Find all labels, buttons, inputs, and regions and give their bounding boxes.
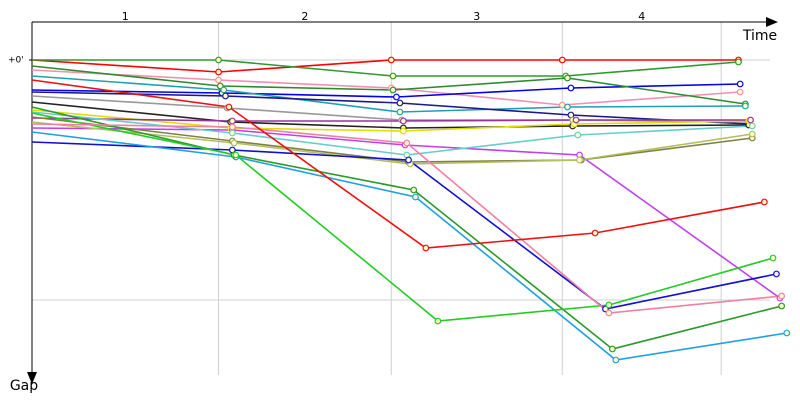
lap-label: 3 bbox=[473, 10, 480, 23]
lap-point bbox=[399, 127, 407, 135]
lap-point bbox=[225, 103, 233, 111]
y-axis-label: Gap bbox=[10, 378, 38, 394]
lap-label: 4 bbox=[638, 10, 645, 23]
lap-point bbox=[228, 123, 236, 131]
lap-label: 1 bbox=[122, 10, 129, 23]
gap-line bbox=[31, 141, 777, 310]
lap-point bbox=[576, 156, 583, 164]
lap-point bbox=[396, 99, 404, 107]
lap-point bbox=[747, 116, 754, 124]
lap-point bbox=[572, 116, 580, 124]
lap-point bbox=[783, 329, 791, 337]
lap-point bbox=[773, 270, 780, 278]
lap-point bbox=[612, 356, 620, 364]
gap-line bbox=[31, 65, 746, 105]
lap-point bbox=[736, 88, 744, 96]
lap-point bbox=[434, 317, 442, 325]
lap-point bbox=[748, 130, 756, 138]
lap-point bbox=[230, 139, 238, 147]
lap-point bbox=[608, 345, 616, 353]
lap-point bbox=[399, 117, 407, 125]
lap-point bbox=[232, 151, 240, 159]
lap-point bbox=[558, 56, 566, 64]
lap-point bbox=[215, 56, 222, 64]
lap-point bbox=[778, 302, 786, 310]
y-tick-label: +0' bbox=[8, 56, 24, 66]
lap-point bbox=[769, 254, 777, 262]
lap-point bbox=[228, 117, 236, 125]
lap-point bbox=[393, 93, 400, 101]
lap-point bbox=[222, 92, 229, 100]
lap-point bbox=[567, 84, 575, 92]
lap-point bbox=[405, 156, 412, 164]
lap-point bbox=[591, 229, 599, 237]
lap-point bbox=[778, 292, 786, 300]
lap-point bbox=[228, 129, 236, 137]
lap-point bbox=[403, 139, 411, 147]
lap-point bbox=[387, 56, 395, 64]
lap-point bbox=[410, 186, 418, 194]
lap-point bbox=[605, 309, 613, 317]
lap-point bbox=[760, 198, 768, 206]
lap-point bbox=[220, 86, 228, 94]
lap-point bbox=[389, 86, 397, 94]
lap-point bbox=[741, 102, 749, 110]
lap-point bbox=[605, 301, 613, 309]
gap-line bbox=[32, 59, 739, 77]
lap-point bbox=[396, 108, 404, 116]
lap-point bbox=[412, 193, 419, 201]
lap-point bbox=[748, 122, 756, 130]
lap-point bbox=[389, 72, 397, 80]
lap-point bbox=[735, 58, 742, 66]
x-axis-arrow bbox=[766, 17, 778, 27]
lap-label: 2 bbox=[301, 10, 308, 23]
lap-point bbox=[215, 68, 222, 76]
x-axis-label: Time bbox=[742, 28, 777, 44]
y-axis-arrow bbox=[27, 372, 37, 384]
lap-point bbox=[422, 244, 430, 252]
lap-point bbox=[736, 80, 744, 88]
lap-point bbox=[564, 103, 571, 111]
lap-point bbox=[215, 76, 222, 84]
lap-point bbox=[564, 74, 571, 82]
lap-point bbox=[574, 131, 582, 139]
